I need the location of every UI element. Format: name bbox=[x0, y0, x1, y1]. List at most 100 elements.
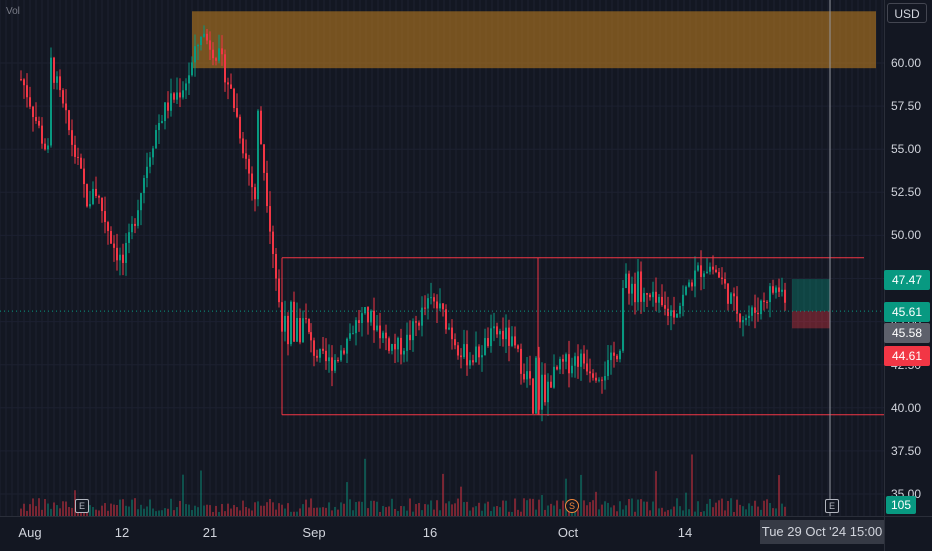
volume-bar bbox=[766, 499, 768, 516]
volume-bar bbox=[433, 509, 435, 516]
candle-body bbox=[197, 45, 199, 47]
split-event-icon[interactable]: S bbox=[565, 499, 579, 513]
volume-bar bbox=[649, 510, 651, 516]
candle-body bbox=[775, 287, 777, 293]
volume-bar bbox=[331, 510, 333, 516]
volume-bar bbox=[577, 510, 579, 516]
candle-body bbox=[134, 223, 136, 226]
time-tick-label: 14 bbox=[677, 525, 693, 540]
volume-bar bbox=[128, 506, 130, 516]
volume-bar bbox=[161, 510, 163, 516]
candle-body bbox=[143, 178, 145, 194]
candle-body bbox=[664, 305, 666, 309]
candle-body bbox=[20, 79, 22, 81]
candle-body bbox=[116, 247, 118, 261]
volume-bar bbox=[706, 503, 708, 516]
earnings-event-icon[interactable]: E bbox=[75, 499, 89, 513]
volume-bar bbox=[526, 500, 528, 516]
candle-body bbox=[778, 287, 780, 292]
volume-bar bbox=[628, 499, 630, 516]
candle-body bbox=[230, 84, 232, 89]
candle-body bbox=[119, 254, 121, 261]
volume-bar bbox=[556, 500, 558, 516]
candle-body bbox=[622, 288, 624, 351]
volume-bar bbox=[334, 506, 336, 516]
candle-body bbox=[206, 33, 208, 41]
volume-bar bbox=[391, 498, 393, 516]
volume-bar bbox=[388, 506, 390, 516]
volume-bar bbox=[418, 503, 420, 516]
candle-body bbox=[131, 223, 133, 233]
volume-bar bbox=[610, 507, 612, 516]
earnings-event-icon[interactable]: E bbox=[825, 499, 839, 513]
candle-body bbox=[784, 289, 786, 303]
upper-price-label: 47.47 bbox=[884, 270, 930, 290]
volume-bar bbox=[586, 505, 588, 516]
candle-body bbox=[553, 366, 555, 388]
volume-bar bbox=[502, 500, 504, 516]
volume-bar bbox=[367, 508, 369, 516]
candle-body bbox=[652, 291, 654, 298]
candle-body bbox=[445, 309, 447, 330]
price-axis[interactable]: 60.0057.5055.0052.5050.0047.5045.0042.50… bbox=[884, 0, 932, 516]
volume-bar bbox=[149, 499, 151, 516]
candle-body bbox=[772, 286, 774, 293]
volume-bar bbox=[227, 503, 229, 516]
time-axis[interactable] bbox=[0, 516, 884, 551]
volume-bar bbox=[604, 501, 606, 516]
candle-body bbox=[149, 157, 151, 167]
volume-bar bbox=[23, 503, 25, 516]
volume-bar bbox=[619, 501, 621, 516]
candle-body bbox=[158, 123, 160, 131]
volume-bar bbox=[466, 501, 468, 516]
candle-body bbox=[385, 332, 387, 339]
currency-button[interactable]: USD bbox=[887, 3, 927, 23]
volume-bar bbox=[62, 501, 64, 516]
candle-body bbox=[523, 373, 525, 380]
candle-body bbox=[508, 327, 510, 346]
candle-body bbox=[346, 338, 348, 354]
candle-body bbox=[379, 325, 381, 339]
chart-canvas[interactable]: Vol bbox=[0, 0, 884, 516]
candle-body bbox=[167, 102, 169, 111]
candle-body bbox=[466, 344, 468, 366]
candle-body bbox=[451, 327, 453, 340]
candle-body bbox=[529, 371, 531, 379]
candle-body bbox=[373, 310, 375, 331]
volume-bar bbox=[784, 506, 786, 516]
candle-body bbox=[89, 204, 91, 207]
candle-body bbox=[415, 321, 417, 323]
volume-bar bbox=[146, 506, 148, 516]
volume-bar bbox=[451, 504, 453, 516]
volume-bar bbox=[697, 501, 699, 516]
price-chart[interactable] bbox=[0, 0, 884, 516]
candle-body bbox=[574, 356, 576, 366]
candle-body bbox=[412, 321, 414, 341]
price-tick-label: 52.50 bbox=[891, 185, 922, 200]
volume-bar bbox=[41, 509, 43, 516]
volume-bar bbox=[143, 508, 145, 516]
candle-body bbox=[83, 168, 85, 185]
volume-bar bbox=[685, 492, 687, 516]
volume-bar bbox=[209, 505, 211, 516]
candle-body bbox=[200, 36, 202, 46]
candle-body bbox=[598, 379, 600, 381]
volume-value-badge: 105 bbox=[886, 496, 916, 514]
price-tick-label: 55.00 bbox=[891, 142, 922, 157]
candle-body bbox=[254, 187, 256, 200]
candle-body bbox=[610, 352, 612, 361]
candle-body bbox=[577, 356, 579, 367]
candle-body bbox=[47, 145, 49, 150]
volume-bar bbox=[373, 500, 375, 516]
candle-body bbox=[757, 312, 759, 315]
volume-bar bbox=[694, 511, 696, 516]
candle-body bbox=[397, 337, 399, 350]
volume-bar bbox=[733, 511, 735, 516]
candle-body bbox=[92, 188, 94, 205]
volume-bar bbox=[658, 508, 660, 516]
candle-body bbox=[263, 144, 265, 173]
price-tick-label: 57.50 bbox=[891, 99, 922, 114]
candle-body bbox=[688, 282, 690, 287]
volume-bar bbox=[616, 511, 618, 516]
candle-body bbox=[667, 308, 669, 316]
